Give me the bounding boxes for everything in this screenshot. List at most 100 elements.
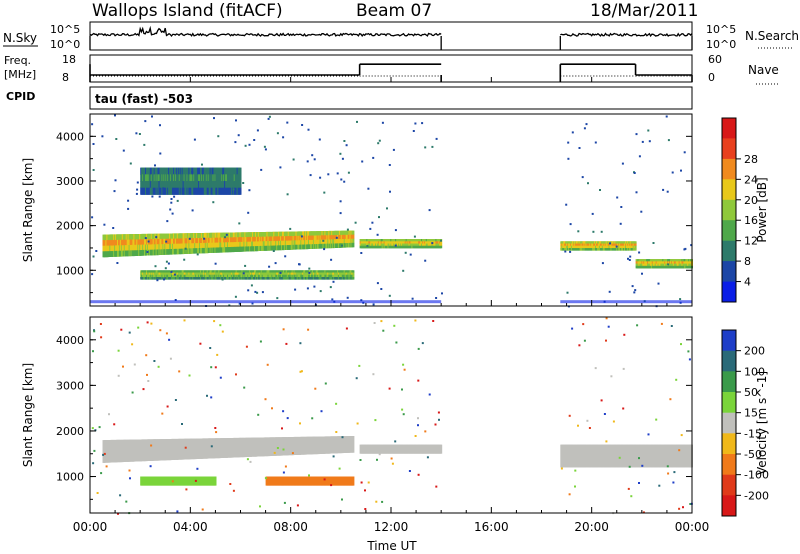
power-noise-point [441, 292, 443, 295]
velocity-noise-point [149, 465, 152, 468]
power-noise-point [234, 141, 237, 144]
velocity-noise-point [658, 484, 661, 487]
velocity-noise-point [257, 413, 260, 416]
power-noise-point [238, 222, 241, 225]
velocity-noise-point [655, 418, 658, 421]
power-noise-point [381, 121, 384, 124]
velocity-noise-point [153, 360, 156, 362]
power-noise-point [628, 259, 631, 261]
velocity-noise-point [373, 322, 376, 324]
velocity-noise-point [388, 387, 391, 390]
velocity-noise-point [403, 368, 406, 371]
power-noise-point [346, 296, 349, 299]
velocity-noise-point [421, 342, 424, 345]
velocity-noise-point [335, 402, 338, 405]
velocity-noise-point [264, 477, 267, 480]
velocity-noise-point [282, 410, 285, 413]
power-colorbar-tick-label: 24 [744, 173, 758, 186]
velocity-noise-point [586, 419, 589, 422]
power-noise-point [318, 138, 321, 141]
power-noise-point [162, 187, 165, 190]
power-noise-point [196, 253, 199, 256]
velocity-noise-point [213, 320, 216, 323]
power-noise-point [113, 190, 116, 193]
velocity-noise-point [93, 449, 96, 452]
velocity-colorbar-swatch [722, 495, 736, 517]
velocity-colorbar-frame [721, 329, 737, 517]
power-noise-point [235, 119, 237, 122]
velocity-noise-point [687, 350, 690, 353]
power-echo-cell [634, 248, 637, 251]
power-noise-point [95, 250, 98, 252]
velocity-noise-point [150, 322, 153, 325]
power-noise-point [213, 117, 215, 120]
power-noise-point [313, 285, 316, 288]
power-noise-point [276, 297, 279, 300]
velocity-noise-point [185, 488, 188, 491]
velocity-noise-point [673, 471, 676, 474]
velocity-noise-point [299, 342, 302, 345]
power-noise-point [228, 304, 231, 307]
power-noise-point [647, 129, 650, 132]
power-noise-point [294, 288, 297, 291]
power-noise-point [435, 137, 438, 140]
power-noise-point [170, 201, 173, 204]
power-noise-point [250, 284, 253, 287]
power-echo-cell [634, 243, 637, 247]
power-noise-point [173, 195, 176, 198]
velocity-noise-point [341, 436, 344, 439]
power-noise-point [329, 286, 332, 289]
velocity-noise-point [142, 388, 145, 391]
velocity-noise-point [92, 350, 94, 353]
power-noise-point [577, 230, 580, 233]
power-noise-point [144, 120, 147, 123]
velocity-noise-point [103, 452, 106, 455]
velocity-noise-point [578, 344, 581, 347]
velocity-noise-point [335, 431, 338, 433]
power-colorbar-swatch [722, 158, 736, 180]
power-noise-point [319, 176, 322, 179]
velocity-noise-point [345, 327, 348, 330]
power-noise-point [193, 138, 196, 141]
power-echo-cell [352, 272, 355, 276]
nsky-trace [89, 25, 693, 50]
power-noise-point [300, 235, 303, 238]
velocity-noise-point [401, 388, 403, 391]
velocity-noise-point [623, 333, 626, 336]
y-tick-label: 2000 [56, 425, 84, 438]
velocity-noise-point [583, 339, 586, 342]
power-noise-point [380, 288, 383, 290]
power-noise-point [306, 160, 309, 163]
power-noise-point [376, 282, 379, 285]
velocity-noise-point [176, 510, 179, 513]
velocity-noise-point [199, 342, 202, 345]
power-noise-point [565, 203, 568, 206]
velocity-noise-point [414, 435, 417, 437]
freq-label-line2: [MHz] [4, 68, 36, 81]
power-noise-point [341, 157, 344, 160]
velocity-noise-point [129, 477, 131, 480]
power-noise-point [147, 240, 150, 243]
power-noise-point [386, 207, 388, 210]
freq-tick-high: 18 [62, 53, 76, 66]
power-noise-point [136, 188, 139, 191]
power-noise-point [440, 239, 442, 242]
velocity-noise-point [259, 505, 261, 508]
power-noise-point [322, 239, 325, 242]
velocity-noise-point [428, 393, 431, 396]
power-colorbar-swatch [722, 199, 736, 221]
power-noise-point [599, 189, 601, 191]
power-noise-point [163, 278, 165, 281]
power-noise-point [627, 257, 629, 260]
velocity-echo-cells [91, 317, 693, 515]
power-noise-point [92, 255, 95, 258]
velocity-noise-point [641, 464, 644, 467]
velocity-colorbar-tick-label: -200 [744, 489, 769, 502]
power-noise-point [156, 279, 159, 282]
velocity-noise-point [96, 492, 99, 494]
power-noise-point [414, 122, 417, 125]
nsearch-tick-high: 10^5 [706, 23, 736, 36]
power-colorbar-tick-label: 28 [744, 153, 758, 166]
velocity-noise-point [612, 420, 615, 423]
velocity-noise-point [94, 429, 97, 432]
